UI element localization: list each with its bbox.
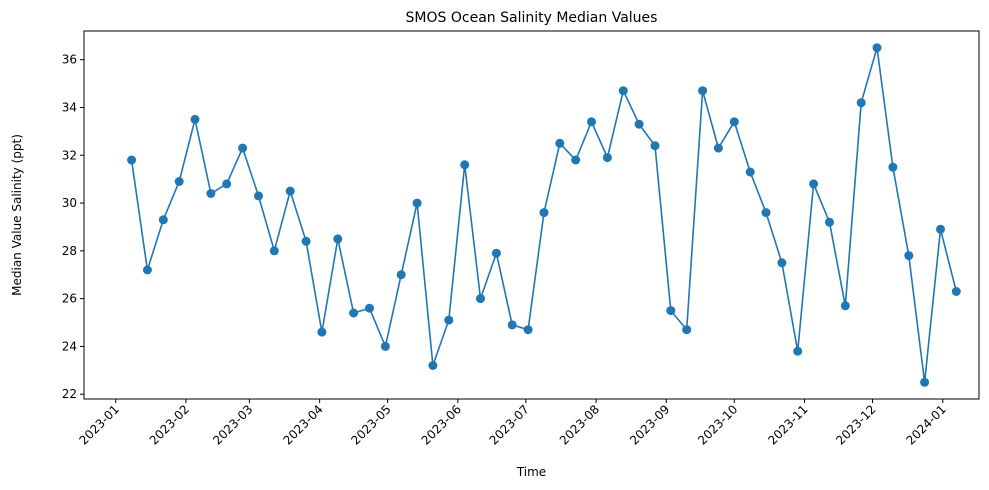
data-point	[285, 186, 295, 196]
data-point	[666, 306, 676, 316]
data-point	[872, 43, 882, 53]
data-point	[729, 117, 739, 127]
data-point	[571, 155, 581, 165]
data-point	[809, 179, 819, 189]
data-point	[745, 167, 755, 177]
x-tick-label: 2023-09	[627, 402, 672, 447]
data-point	[206, 189, 216, 198]
data-point	[618, 86, 628, 96]
y-axis-title: Median Value Salinity (ppt)	[10, 134, 24, 296]
data-point	[840, 301, 850, 311]
y-tick-label: 24	[62, 339, 77, 353]
data-point	[428, 361, 438, 370]
x-tick-label: 2024-01	[904, 402, 949, 447]
data-point	[777, 258, 787, 268]
x-tick-label: 2023-05	[348, 402, 393, 447]
y-tick-label: 28	[62, 244, 77, 258]
data-point	[444, 315, 454, 325]
data-point	[698, 86, 708, 96]
x-axis-title: Time	[516, 465, 546, 479]
x-tick-label: 2023-02	[147, 402, 192, 447]
data-point	[317, 327, 327, 337]
data-point	[682, 325, 692, 335]
data-point	[713, 143, 723, 153]
data-point	[491, 248, 501, 258]
data-point	[793, 346, 803, 356]
data-point	[365, 303, 374, 313]
y-tick-label: 36	[62, 53, 77, 67]
data-point	[825, 217, 834, 227]
data-point	[396, 270, 406, 280]
data-point	[222, 179, 232, 189]
y-axis: 22 24 26 28 30 32 34 36	[62, 53, 84, 401]
data-point	[142, 265, 152, 275]
data-point	[587, 117, 596, 127]
data-point	[951, 287, 961, 296]
x-tick-label: 2023-01	[76, 402, 121, 447]
data-point	[936, 224, 945, 234]
series-layer	[127, 43, 961, 387]
data-point	[476, 294, 485, 304]
x-tick-label: 2023-07	[487, 402, 532, 447]
data-point	[254, 191, 263, 201]
data-point	[634, 119, 644, 129]
plot-frame	[83, 30, 980, 400]
data-point	[127, 155, 137, 165]
x-tick-label: 2023-08	[557, 402, 602, 447]
x-tick-label: 2023-03	[210, 402, 255, 447]
data-point	[523, 325, 533, 335]
y-tick-label: 22	[62, 387, 77, 401]
data-point	[238, 143, 248, 153]
x-tick-label: 2023-12	[833, 402, 878, 447]
data-point	[761, 208, 771, 218]
data-point	[174, 177, 184, 186]
data-point	[349, 308, 359, 318]
data-point	[190, 114, 200, 124]
data-point	[904, 251, 914, 261]
x-tick-label: 2023-10	[695, 402, 740, 447]
chart-title: SMOS Ocean Salinity Median Values	[406, 10, 658, 26]
data-point	[888, 162, 898, 172]
y-tick-label: 32	[62, 148, 77, 162]
x-axis: 2023-01 2023-02 2023-03 2023-04 2023-05 2023-…	[76, 399, 949, 448]
data-point	[301, 236, 311, 246]
data-point	[602, 153, 612, 163]
data-point	[507, 320, 517, 330]
x-tick-label: 2023-11	[765, 402, 810, 447]
data-point	[380, 341, 390, 351]
data-point	[269, 246, 279, 256]
data-point	[555, 138, 565, 148]
y-tick-label: 26	[62, 292, 77, 306]
data-point	[158, 215, 168, 225]
y-tick-label: 30	[62, 196, 77, 210]
data-point	[333, 234, 343, 244]
x-tick-label: 2023-06	[419, 402, 464, 447]
data-point	[920, 377, 930, 387]
data-point	[460, 160, 470, 170]
data-point	[856, 98, 866, 108]
x-tick-label: 2023-04	[280, 402, 325, 447]
y-tick-label: 34	[62, 100, 77, 114]
data-point	[650, 141, 660, 151]
data-point	[412, 198, 422, 208]
data-point	[539, 208, 549, 218]
